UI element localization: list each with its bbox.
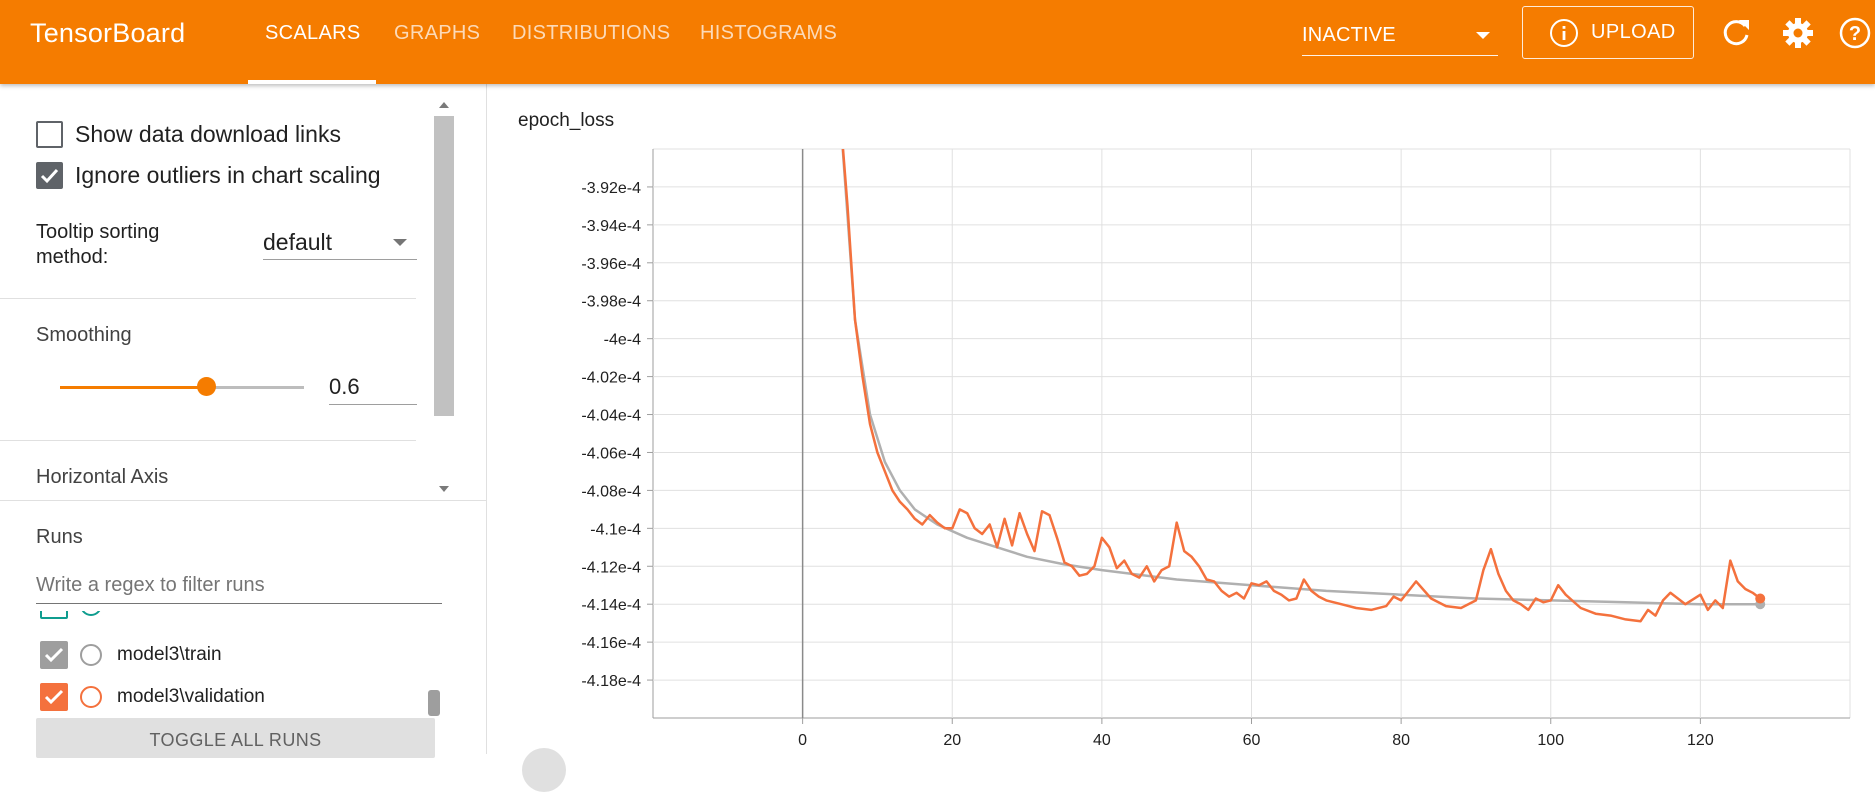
y-tick-label: -4.18e-4	[581, 673, 641, 690]
settings-scrollbar-thumb[interactable]	[434, 116, 454, 416]
runs-scrollbar-thumb[interactable]	[428, 690, 440, 716]
tab-scalars[interactable]: SCALARS	[265, 22, 361, 44]
check-icon	[40, 168, 59, 184]
sidebar: Show data download links Ignore outliers…	[0, 84, 487, 758]
y-tick-label: -3.92e-4	[581, 180, 641, 197]
x-tick-label: 80	[1392, 732, 1410, 749]
chevron-down-icon	[393, 239, 407, 246]
smoothing-value: 0.6	[329, 374, 360, 399]
top-app-bar: TensorBoard SCALARS GRAPHS DISTRIBUTIONS…	[0, 0, 1875, 84]
y-tick-label: -4.04e-4	[581, 408, 641, 425]
checkbox-checked[interactable]	[36, 162, 63, 189]
run-color-circle	[80, 611, 102, 616]
slider-fill	[60, 386, 207, 389]
tab-distributions[interactable]: DISTRIBUTIONS	[512, 22, 671, 44]
y-tick-label: -3.94e-4	[581, 218, 641, 235]
y-tick-label: -3.98e-4	[581, 294, 641, 311]
smoothing-slider[interactable]	[60, 386, 304, 389]
tab-graphs[interactable]: GRAPHS	[394, 22, 481, 44]
tab-histograms[interactable]: HISTOGRAMS	[700, 22, 838, 44]
x-tick-label: 120	[1687, 732, 1714, 749]
check-icon	[44, 689, 64, 705]
y-tick-label: -4e-4	[604, 332, 641, 349]
inactive-dropdown-label: INACTIVE	[1302, 24, 1396, 46]
run-row-partial	[40, 611, 120, 621]
series-endpoint-validation	[1755, 593, 1766, 604]
series-line-validation	[841, 149, 1761, 623]
x-tick-label: 60	[1243, 732, 1261, 749]
upload-button[interactable]: UPLOAD	[1522, 6, 1694, 59]
y-tick-label: -4.02e-4	[581, 370, 641, 387]
run-label-validation: model3\validation	[117, 686, 265, 707]
y-tick-label: -4.16e-4	[581, 635, 641, 652]
divider	[0, 440, 416, 441]
x-tick-label: 20	[943, 732, 961, 749]
svg-text:?: ?	[1849, 23, 1861, 45]
x-tick-label: 100	[1537, 732, 1564, 749]
run-label-train: model3\train	[117, 644, 222, 665]
info-icon	[1550, 19, 1578, 47]
runs-filter-input[interactable]: Write a regex to filter runs	[36, 568, 442, 604]
toggle-all-runs-button[interactable]: TOGGLE ALL RUNS	[36, 718, 435, 758]
runs-filter-placeholder: Write a regex to filter runs	[36, 574, 265, 596]
tooltip-sorting-value: default	[263, 229, 333, 255]
x-tick-label: 40	[1093, 732, 1111, 749]
show-download-links-label: Show data download links	[75, 121, 341, 147]
y-tick-label: -4.06e-4	[581, 445, 641, 462]
series-line-train	[841, 149, 1761, 606]
run-checkbox[interactable]	[40, 611, 68, 619]
y-tick-label: -4.08e-4	[581, 483, 641, 500]
runs-title: Runs	[36, 526, 83, 548]
smoothing-value-input[interactable]: 0.6	[329, 371, 417, 405]
settings-icon[interactable]	[1781, 16, 1815, 50]
run-checkbox-train[interactable]	[40, 641, 68, 669]
tooltip-sorting-dropdown[interactable]: default	[263, 224, 417, 260]
active-tab-indicator	[248, 80, 376, 84]
scroll-up-arrow-icon[interactable]	[439, 102, 449, 108]
check-icon	[44, 647, 64, 663]
scalar-chart[interactable]: -3.92e-4 -3.94e-4 -3.96e-4 -3.98e-4 -4e-4 -4.…	[487, 84, 1875, 754]
inactive-plugins-dropdown[interactable]: INACTIVE	[1302, 20, 1498, 56]
tooltip-sorting-label: Tooltip sorting method:	[36, 221, 160, 268]
chart-title: epoch_loss	[518, 110, 615, 131]
slider-knob[interactable]	[197, 377, 216, 396]
run-checkbox-validation[interactable]	[40, 683, 68, 711]
horizontal-axis-title: Horizontal Axis	[36, 466, 169, 488]
divider	[0, 500, 487, 501]
fit-domain-button[interactable]	[522, 748, 566, 792]
help-icon[interactable]: ?	[1838, 16, 1872, 50]
refresh-icon[interactable]	[1719, 16, 1753, 50]
run-color-circle-train	[80, 644, 102, 666]
divider	[0, 298, 416, 299]
smoothing-title: Smoothing	[36, 324, 132, 346]
app-title: TensorBoard	[30, 18, 186, 48]
y-tick-label: -4.14e-4	[581, 597, 641, 614]
run-color-circle-validation	[80, 686, 102, 708]
checkbox-unchecked[interactable]	[36, 121, 63, 148]
x-tick-label: 0	[798, 732, 807, 749]
chevron-down-icon	[1476, 32, 1490, 39]
y-tick-label: -4.1e-4	[590, 521, 641, 538]
y-tick-label: -4.12e-4	[581, 559, 641, 576]
ignore-outliers-label: Ignore outliers in chart scaling	[75, 162, 381, 188]
scroll-down-arrow-icon[interactable]	[439, 486, 449, 492]
upload-label: UPLOAD	[1591, 21, 1676, 43]
y-tick-label: -3.96e-4	[581, 256, 641, 273]
